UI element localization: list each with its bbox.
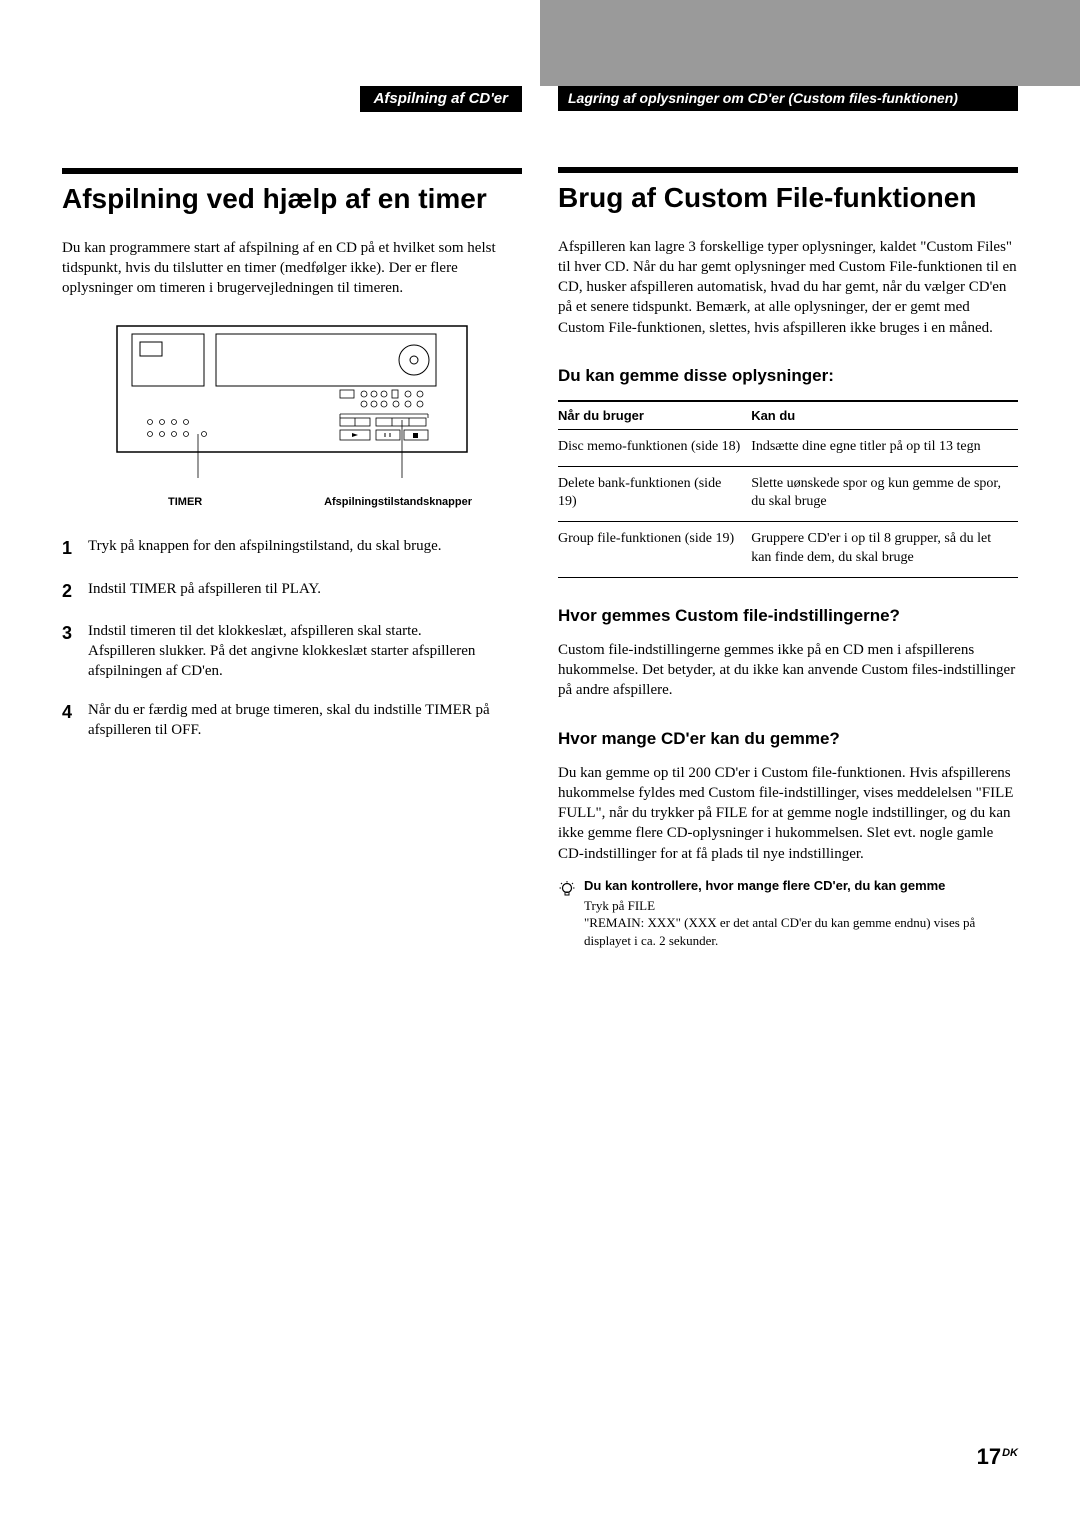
figure-label-playmode: Afspilningstilstandsknapper bbox=[324, 496, 472, 508]
table-row: Group file-funktionen (side 19) Gruppere… bbox=[558, 522, 1018, 577]
figure-label-timer: TIMER bbox=[168, 496, 202, 508]
header-gray-block bbox=[540, 0, 1080, 86]
step-item: 2Indstil TIMER på afspilleren til PLAY. bbox=[62, 579, 522, 603]
step-text: Tryk på knappen for den afspilningstilst… bbox=[88, 536, 522, 560]
tip-line2: "REMAIN: XXX" (XXX er det antal CD'er du… bbox=[584, 914, 1018, 949]
lightbulb-icon bbox=[558, 880, 576, 898]
table-heading: Du kan gemme disse oplysninger: bbox=[558, 366, 1018, 386]
table-header: Kan du bbox=[751, 401, 1018, 430]
table-row: Delete bank-funktionen (side 19) Slette … bbox=[558, 467, 1018, 522]
section-tab-right: Lagring af oplysninger om CD'er (Custom … bbox=[558, 86, 1018, 111]
section-tab-left: Afspilning af CD'er bbox=[360, 86, 522, 112]
tip-line1: Tryk på FILE bbox=[584, 897, 1018, 915]
step-item: 4Når du er færdig med at bruge timeren, … bbox=[62, 700, 522, 741]
heading-rule bbox=[558, 167, 1018, 173]
table-cell: Indsætte dine egne titler på op til 13 t… bbox=[751, 429, 1018, 466]
left-intro: Du kan programmere start af afspilning a… bbox=[62, 238, 522, 299]
step-number: 1 bbox=[62, 536, 88, 560]
section2-body: Custom file-indstillingerne gemmes ikke … bbox=[558, 640, 1018, 701]
table-cell: Disc memo-funktionen (side 18) bbox=[558, 429, 751, 466]
device-figure: TIMER Afspilningstilstandsknapper bbox=[112, 322, 472, 508]
tip-content: Du kan kontrollere, hvor mange flere CD'… bbox=[584, 878, 1018, 950]
left-heading: Afspilning ved hjælp af en timer bbox=[62, 182, 522, 216]
section3-body: Du kan gemme op til 200 CD'er i Custom f… bbox=[558, 763, 1018, 864]
table-header: Når du bruger bbox=[558, 401, 751, 430]
step-text: Indstil timeren til det klokkeslæt, afsp… bbox=[88, 621, 522, 682]
tip-box: Du kan kontrollere, hvor mange flere CD'… bbox=[558, 878, 1018, 950]
right-column: Lagring af oplysninger om CD'er (Custom … bbox=[558, 86, 1018, 949]
table-cell: Group file-funktionen (side 19) bbox=[558, 522, 751, 577]
section2-heading: Hvor gemmes Custom file-indstillingerne? bbox=[558, 606, 1018, 626]
table-cell: Delete bank-funktionen (side 19) bbox=[558, 467, 751, 522]
step-text: Når du er færdig med at bruge timeren, s… bbox=[88, 700, 522, 741]
tip-title: Du kan kontrollere, hvor mange flere CD'… bbox=[584, 878, 1018, 895]
section3-heading: Hvor mange CD'er kan du gemme? bbox=[558, 729, 1018, 749]
custom-files-table: Når du bruger Kan du Disc memo-funktione… bbox=[558, 400, 1018, 578]
steps-list: 1Tryk på knappen for den afspilningstils… bbox=[62, 536, 522, 740]
step-number: 3 bbox=[62, 621, 88, 682]
table-row: Disc memo-funktionen (side 18) Indsætte … bbox=[558, 429, 1018, 466]
page-number: 17DK bbox=[977, 1444, 1018, 1470]
table-cell: Slette uønskede spor og kun gemme de spo… bbox=[751, 467, 1018, 522]
right-intro: Afspilleren kan lagre 3 forskellige type… bbox=[558, 237, 1018, 338]
step-number: 4 bbox=[62, 700, 88, 741]
heading-rule bbox=[62, 168, 522, 174]
step-number: 2 bbox=[62, 579, 88, 603]
page-content: Afspilning af CD'er Afspilning ved hjælp… bbox=[0, 0, 1080, 989]
right-heading: Brug af Custom File-funktionen bbox=[558, 181, 1018, 215]
table-cell: Gruppere CD'er i op til 8 grupper, så du… bbox=[751, 522, 1018, 577]
step-item: 1Tryk på knappen for den afspilningstils… bbox=[62, 536, 522, 560]
step-item: 3Indstil timeren til det klokkeslæt, afs… bbox=[62, 621, 522, 682]
step-text: Indstil TIMER på afspilleren til PLAY. bbox=[88, 579, 522, 603]
left-column: Afspilning af CD'er Afspilning ved hjælp… bbox=[62, 86, 522, 949]
cd-player-illustration bbox=[112, 322, 472, 487]
